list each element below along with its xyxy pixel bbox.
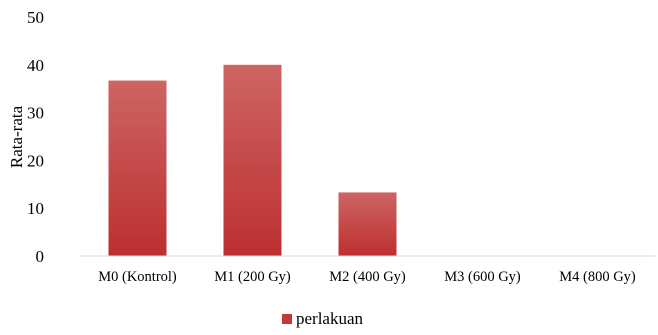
bar <box>108 80 167 256</box>
y-axis-ticks: 0 10 20 30 40 50 <box>27 8 44 266</box>
x-tick-label: M1 (200 Gy) <box>214 269 291 285</box>
x-tick-label: M0 (Kontrol) <box>98 269 177 285</box>
bar <box>338 192 397 256</box>
x-tick-label: M2 (400 Gy) <box>329 269 406 285</box>
y-tick-label: 30 <box>27 104 44 123</box>
x-tick-label: M4 (800 Gy) <box>559 269 636 285</box>
legend: perlakuan <box>282 310 363 327</box>
y-tick-label: 40 <box>27 56 44 75</box>
y-tick-label: 10 <box>27 199 44 218</box>
bar <box>223 64 282 256</box>
x-tick-label: M3 (600 Gy) <box>444 269 521 285</box>
y-tick-label: 20 <box>27 151 44 170</box>
y-axis-title: Rata-rata <box>7 105 26 168</box>
bar-series <box>108 64 397 256</box>
y-tick-label: 0 <box>36 247 45 266</box>
bar-chart: Rata-rata 0 10 20 30 40 50 M0 (Kontrol) M1 (20… <box>7 8 655 285</box>
legend-swatch <box>282 313 292 324</box>
y-tick-label: 50 <box>27 8 44 27</box>
legend-label: perlakuan <box>296 309 364 328</box>
x-axis-ticks: M0 (Kontrol) M1 (200 Gy) M2 (400 Gy) M3 (60… <box>98 269 636 285</box>
